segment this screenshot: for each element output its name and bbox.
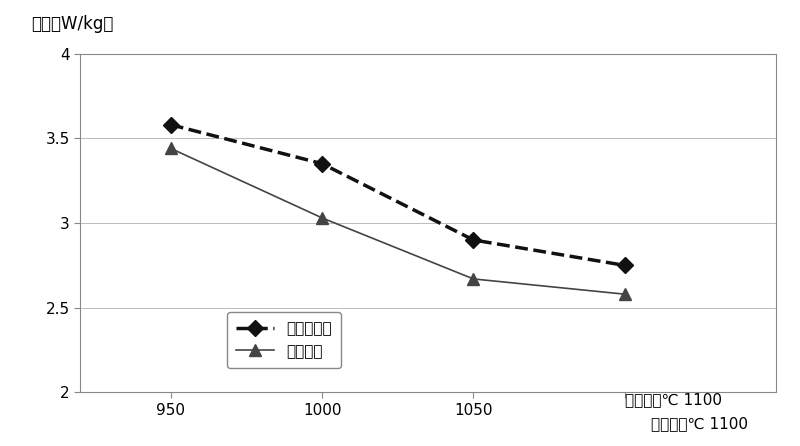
Legend: 未涂无机盐, 涂无机盐: 未涂无机盐, 涂无机盐	[227, 312, 342, 368]
未涂无机盐	[318, 161, 327, 166]
未涂无机盐	[166, 122, 175, 128]
Line: 涂无机盐: 涂无机盐	[166, 143, 630, 300]
涂无机盐	[469, 276, 478, 281]
涂无机盐	[318, 215, 327, 221]
未涂无机盐	[620, 263, 630, 268]
Text: 退火温度℃ 1100: 退火温度℃ 1100	[650, 416, 748, 431]
涂无机盐	[166, 146, 175, 151]
涂无机盐	[620, 292, 630, 297]
Text: 退火温度℃ 1100: 退火温度℃ 1100	[625, 392, 722, 408]
Text: 鐵损（W/kg）: 鐵损（W/kg）	[31, 15, 114, 33]
未涂无机盐	[469, 237, 478, 243]
Line: 未涂无机盐: 未涂无机盐	[166, 119, 630, 271]
